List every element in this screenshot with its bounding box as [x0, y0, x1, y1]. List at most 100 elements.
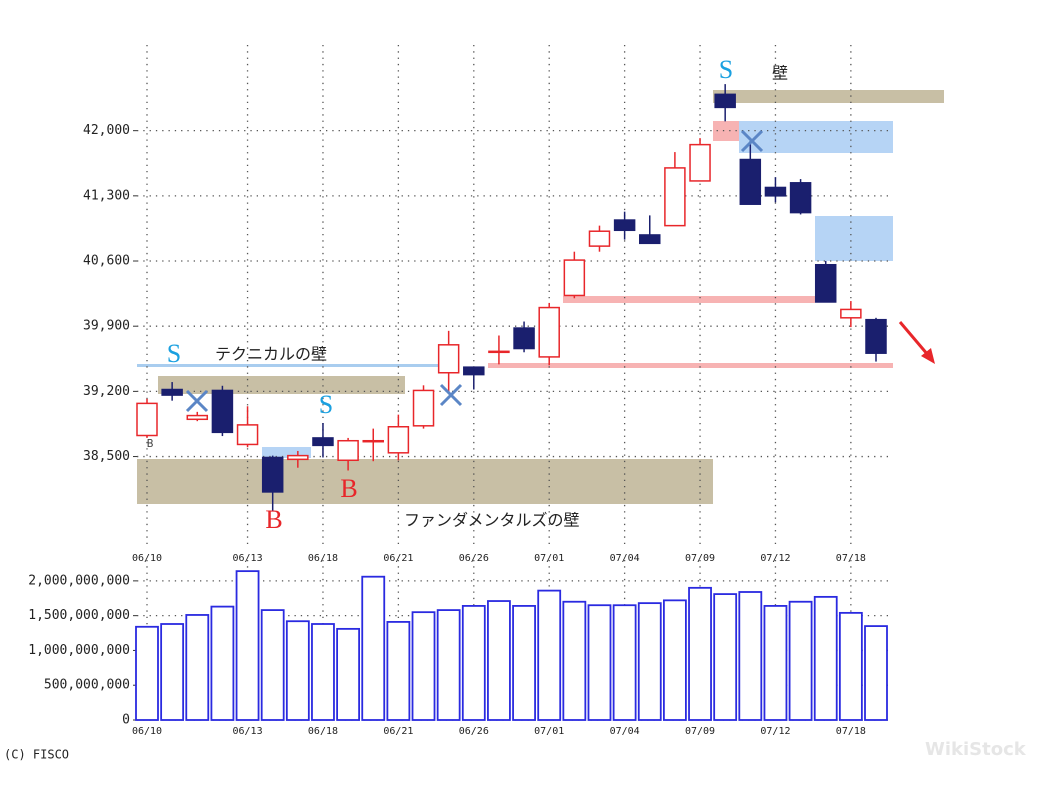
zone	[563, 296, 815, 303]
zone	[137, 364, 440, 367]
bar	[461, 605, 486, 721]
wall-label: ファンダメンタルズの壁	[404, 511, 580, 530]
zones	[137, 90, 944, 504]
candle-body	[161, 388, 183, 396]
candle-body	[513, 327, 535, 350]
zone	[158, 376, 405, 394]
cross-mark	[439, 383, 463, 407]
candle-body	[664, 167, 686, 227]
y-tick-label: 1,500,000,000	[28, 608, 130, 623]
y-tick-label: 1,000,000,000	[28, 643, 130, 658]
candle-body	[463, 366, 485, 376]
zone	[137, 459, 713, 504]
candle-body	[362, 439, 384, 443]
wall-label: テクニカルの壁	[215, 345, 327, 364]
bar	[487, 600, 511, 721]
zone	[713, 90, 944, 103]
y-tick-label: 40,600	[83, 254, 130, 269]
candle-body	[236, 424, 259, 446]
candle-body	[186, 414, 209, 421]
y-tick-label: 0	[122, 713, 130, 728]
candle-body	[287, 454, 309, 461]
x-tick-label: 07/12	[760, 726, 790, 737]
arrow	[898, 321, 935, 364]
x-tick-label: 06/18	[308, 726, 338, 737]
x-tick-label: 06/21	[383, 726, 413, 737]
bar	[512, 605, 536, 721]
bar	[135, 625, 159, 721]
x-tick-label: 06/18	[308, 553, 338, 564]
x-tick-label: 06/21	[383, 553, 413, 564]
sell-label: S	[719, 55, 733, 84]
wall-label: 壁	[772, 64, 788, 83]
bar	[210, 605, 235, 721]
y-tick-label: 500,000,000	[44, 678, 130, 693]
candle-body	[739, 158, 762, 205]
candle-label: B	[147, 437, 154, 450]
x-tick-label: 07/18	[836, 726, 866, 737]
bar	[260, 609, 285, 721]
plot: 38,500 39,200 39,900 40,600 41,300 42,000 06/1…	[28, 45, 893, 737]
candle-body	[789, 182, 812, 214]
sell-label: S	[319, 390, 333, 419]
bar	[864, 625, 888, 721]
x-tick-label: 07/12	[760, 553, 790, 564]
candle-body	[689, 143, 711, 182]
candle-body	[412, 389, 435, 427]
zone	[815, 216, 893, 261]
candle-body	[764, 186, 787, 197]
zone	[739, 121, 893, 153]
x-tick-label: 07/18	[836, 553, 866, 564]
x-tick-label: 07/01	[534, 553, 564, 564]
y-tick-label: 42,000	[83, 123, 130, 138]
cross-mark	[185, 389, 209, 413]
bar	[311, 623, 335, 721]
candle-body	[840, 308, 862, 319]
candle-body	[613, 219, 636, 232]
x-tick-label: 07/01	[534, 726, 564, 737]
candle-body	[714, 93, 736, 109]
bar	[738, 591, 763, 721]
y-tick-label: 39,200	[83, 384, 130, 399]
bar	[788, 600, 813, 721]
source: (C) FISCO	[4, 748, 69, 762]
candle-body	[211, 389, 234, 434]
bar	[612, 604, 637, 721]
bar	[813, 595, 838, 721]
arrow-head	[921, 348, 935, 364]
bar	[763, 605, 788, 721]
bar	[562, 600, 587, 721]
zone	[713, 121, 739, 141]
zone	[262, 447, 311, 458]
overlay	[185, 129, 764, 413]
y-tick-label: 41,300	[83, 188, 130, 203]
bar	[235, 570, 260, 721]
candle-body	[261, 456, 284, 493]
x-tick-label: 06/26	[459, 726, 489, 737]
x-tick-label: 06/26	[459, 553, 489, 564]
x-tick-label: 07/09	[685, 553, 715, 564]
bar	[637, 602, 662, 721]
candle-body	[437, 344, 460, 374]
bar	[285, 620, 310, 721]
bar	[713, 593, 738, 721]
bar	[537, 589, 562, 721]
candle-body	[538, 306, 560, 358]
cross-mark	[740, 129, 764, 153]
candle-body	[488, 350, 510, 354]
x-tick-label: 06/10	[132, 553, 162, 564]
bar	[436, 609, 461, 721]
candle-body	[312, 437, 334, 447]
candle-body	[136, 402, 158, 437]
bar	[587, 604, 612, 721]
candle-body	[639, 234, 661, 245]
bar	[838, 611, 863, 721]
candle-body	[588, 230, 611, 247]
bar	[386, 621, 411, 721]
x-tick-label: 06/13	[232, 726, 262, 737]
bar	[411, 611, 436, 721]
bar	[688, 586, 712, 721]
candle-body	[865, 318, 887, 354]
candle-body	[814, 263, 837, 303]
